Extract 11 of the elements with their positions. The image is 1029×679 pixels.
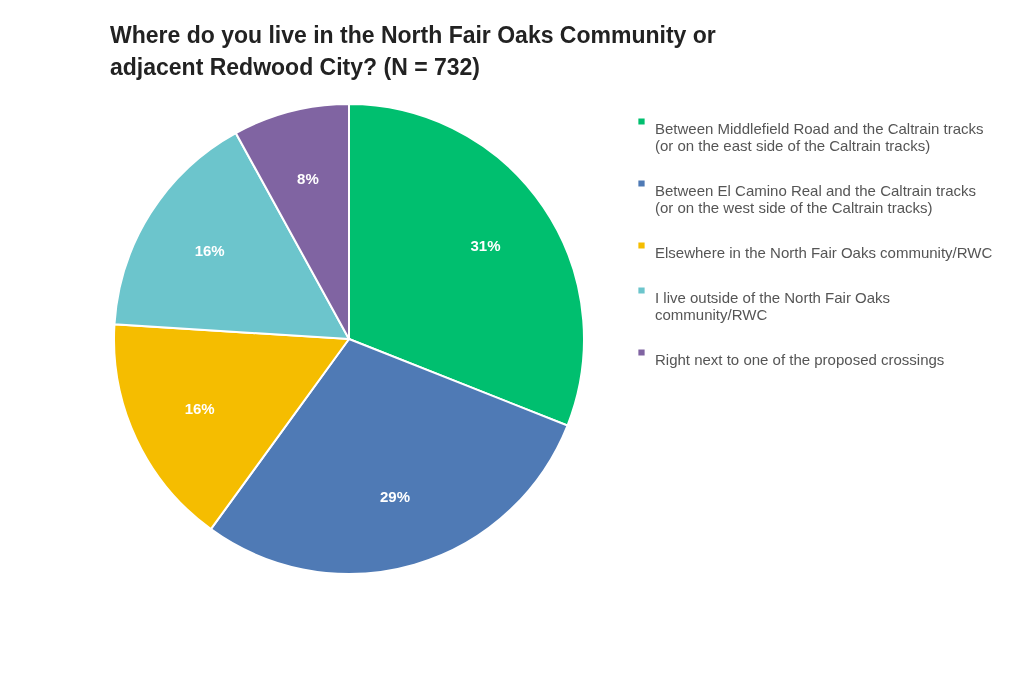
legend-label: Right next to one of the proposed crossings [655,350,945,368]
data-label: 16% [184,400,215,418]
legend-label: Between El Camino Real and the Caltrain tracks (or on the west side of the Caltrain tracks) [655,181,976,216]
data-label: 29% [380,488,411,506]
chart-title: Where do you live in the North Fair Oaks Community or adjacent Redwood City? (N = 732) [110,22,716,80]
data-label: 31% [470,237,501,255]
legend-label: Elsewhere in the North Fair Oaks community/RWC [655,243,993,261]
legend-label: Between Middlefield Road and the Caltrain tracks (or on the east side of the Caltrain tracks) [655,119,984,154]
data-label: 8% [297,170,319,188]
data-label: 16% [194,241,225,259]
legend-label: I live outside of the North Fair Oaks community/RWC [655,288,891,323]
